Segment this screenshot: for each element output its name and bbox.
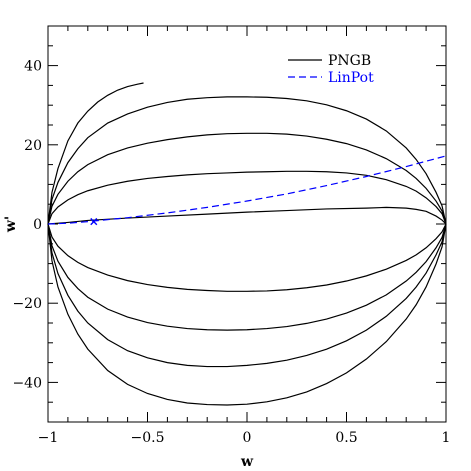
x-tick-label: −0.5: [131, 430, 165, 446]
axis-tick-labels: −1 −0.5 0 0.5 1 −40 −20 0 20 40: [12, 59, 450, 446]
pngb-curve-2: [47, 132, 447, 225]
linpot-curve-0: [47, 155, 447, 225]
x-tick-label: −1: [38, 430, 59, 446]
pngb-curve-6: [47, 223, 447, 331]
x-tick-label: 0.5: [335, 430, 357, 446]
x-tick-label: 1: [442, 430, 451, 446]
pngb-curve-3: [47, 170, 447, 225]
x-tick-label: 0: [243, 430, 252, 446]
pngb-curve-0: [47, 82, 144, 225]
y-tick-label: −40: [12, 375, 42, 391]
axis-ticks: [47, 25, 447, 423]
point-marker: ×: [89, 215, 99, 229]
pngb-curve-1: [47, 96, 447, 225]
y-tick-label: 40: [24, 59, 42, 75]
y-axis-label: w': [3, 216, 19, 233]
y-tick-label: 0: [33, 217, 42, 233]
y-tick-label: 20: [24, 138, 42, 154]
legend-label-pngb: PNGB: [328, 53, 371, 69]
legend-label-linpot: LinPot: [328, 70, 374, 86]
pngb-curve-4: [47, 206, 447, 225]
curves: [47, 82, 447, 406]
pngb-curve-5: [47, 223, 447, 292]
markers: ×: [89, 215, 99, 229]
y-tick-label: −20: [12, 296, 42, 312]
pngb-curve-8: [47, 223, 447, 406]
pngb-curve-7: [47, 223, 447, 368]
legend: PNGB LinPot: [288, 53, 374, 86]
plot-frame: [47, 25, 447, 423]
x-axis-label: w: [240, 454, 254, 470]
